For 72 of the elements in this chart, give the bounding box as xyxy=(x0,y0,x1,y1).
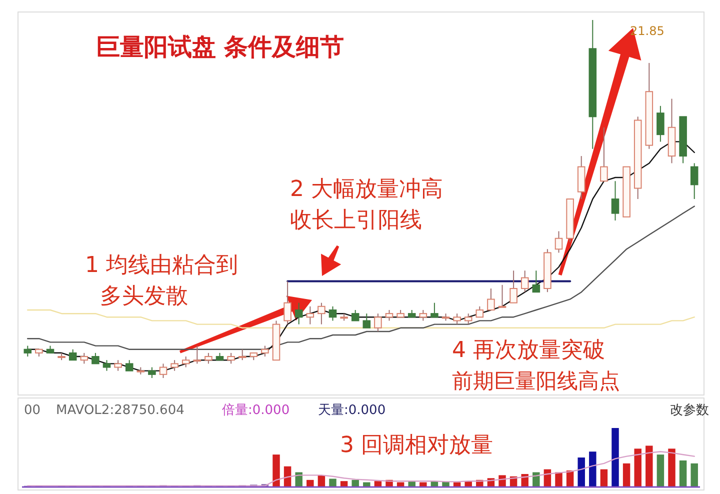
annotation: 前期巨量阳线高点 xyxy=(452,369,620,393)
candlestick xyxy=(453,313,461,325)
bar xyxy=(352,480,359,487)
candlestick xyxy=(148,366,156,378)
candlestick xyxy=(362,313,371,328)
candlestick xyxy=(476,306,484,318)
bar xyxy=(679,460,687,487)
bar xyxy=(555,472,562,487)
candlestick xyxy=(170,360,178,372)
candlestick xyxy=(656,105,664,142)
candlestick xyxy=(554,230,563,254)
candlestick xyxy=(68,348,77,361)
candlestick xyxy=(182,356,190,368)
bar xyxy=(532,472,540,487)
bar xyxy=(646,446,653,487)
candlestick xyxy=(690,162,698,200)
bar xyxy=(340,481,348,487)
text: 巨量阳试盘 条件及细节 xyxy=(96,33,344,61)
annotation: 4 再次放量突破 xyxy=(452,338,605,363)
candlestick xyxy=(374,313,382,332)
bar xyxy=(498,475,506,487)
text: 00 xyxy=(24,403,41,418)
candlestick xyxy=(193,345,202,364)
bar xyxy=(578,458,585,487)
bar xyxy=(612,428,619,487)
annotation: 2 大幅放量冲高 xyxy=(290,177,443,202)
candlestick xyxy=(294,302,303,325)
candlestick xyxy=(284,280,292,325)
candlestick xyxy=(204,352,212,364)
annotation: 多头发散 xyxy=(100,284,188,309)
annotation: 1 均线由粘合到 xyxy=(85,253,238,278)
bar xyxy=(690,463,698,487)
candlestick xyxy=(24,345,32,358)
candlestick xyxy=(520,270,529,293)
candlestick xyxy=(125,360,134,372)
candlestick xyxy=(102,360,111,372)
candlestick xyxy=(227,352,235,364)
candlestick xyxy=(487,288,495,310)
annotation: 3 回调相对放量 xyxy=(340,433,493,458)
candlestick xyxy=(464,313,472,325)
bar xyxy=(272,454,280,487)
text: 倍量:0.000 xyxy=(222,403,290,418)
candlestick xyxy=(80,352,88,364)
candlestick xyxy=(261,345,269,358)
candlestick xyxy=(419,309,428,322)
annotation: 收长上引阳线 xyxy=(290,208,422,233)
bar xyxy=(622,463,630,487)
candlestick xyxy=(532,270,540,293)
bar xyxy=(306,480,314,487)
candlestick xyxy=(328,306,337,322)
candlestick xyxy=(600,126,608,182)
candlestick xyxy=(385,309,394,322)
candlestick xyxy=(306,306,314,325)
candlestick xyxy=(430,302,438,318)
candlestick xyxy=(114,360,122,372)
candlestick xyxy=(611,180,620,221)
text: 改参数 xyxy=(670,403,709,418)
candlestick xyxy=(238,348,246,361)
candlestick xyxy=(351,309,360,322)
bar xyxy=(589,452,596,487)
candlestick xyxy=(318,302,326,325)
bar xyxy=(656,454,664,487)
candlestick xyxy=(498,284,506,308)
bar xyxy=(329,478,336,487)
candlestick xyxy=(510,270,518,304)
bar xyxy=(668,448,676,487)
text: 天量:0.000 xyxy=(318,403,386,418)
bar xyxy=(634,448,642,487)
candlestick xyxy=(159,363,168,378)
candlestick xyxy=(92,352,100,364)
bar xyxy=(600,469,608,487)
text: MAVOL2:28750.604 xyxy=(56,403,184,418)
